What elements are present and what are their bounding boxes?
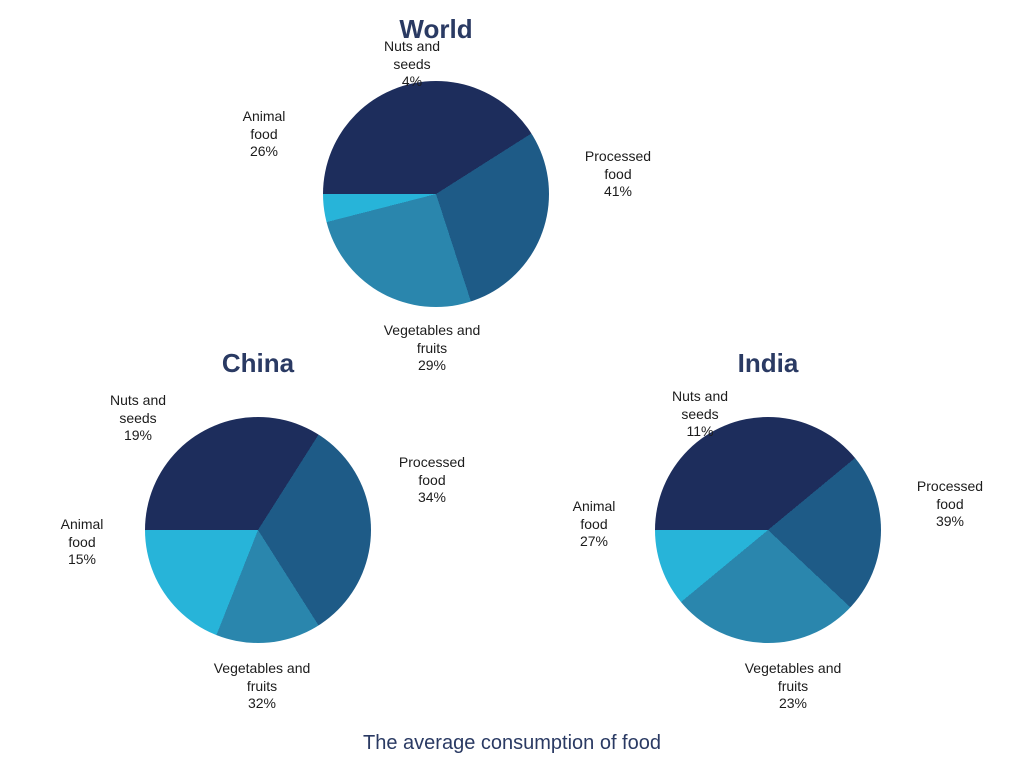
- slice-label: Nuts andseeds11%: [672, 388, 728, 441]
- slice-label: Processedfood41%: [585, 148, 651, 201]
- slice-name: Nuts andseeds: [384, 38, 440, 72]
- slice-label: Animalfood27%: [573, 498, 616, 551]
- slice-value: 26%: [250, 143, 278, 159]
- slice-name: Vegetables andfruits: [384, 322, 481, 356]
- slice-name: Animalfood: [573, 498, 616, 532]
- pie-india: [655, 417, 881, 643]
- pie-world: [323, 81, 549, 307]
- slice-name: Animalfood: [61, 516, 104, 550]
- slice-label: Nuts andseeds19%: [110, 392, 166, 445]
- slice-value: 32%: [248, 695, 276, 711]
- slice-label: Animalfood26%: [243, 108, 286, 161]
- chart-title-china: China: [222, 348, 294, 379]
- caption: The average consumption of food: [0, 732, 1024, 755]
- slice-label: Vegetables andfruits23%: [745, 660, 842, 713]
- slice-value: 11%: [687, 423, 714, 439]
- slice-label: Vegetables andfruits29%: [384, 322, 481, 375]
- chart-stage: World Processedfood41% Vegetables andfru…: [0, 0, 1024, 768]
- slice-name: Processedfood: [585, 148, 651, 182]
- slice-value: 15%: [68, 551, 96, 567]
- slice-value: 41%: [604, 183, 632, 199]
- chart-title-india: India: [738, 348, 799, 379]
- slice-value: 4%: [402, 73, 422, 89]
- slice-name: Vegetables andfruits: [745, 660, 842, 694]
- slice-name: Nuts andseeds: [672, 388, 728, 422]
- slice-label: Processedfood34%: [399, 454, 465, 507]
- pie-china: [145, 417, 371, 643]
- slice-value: 27%: [580, 533, 608, 549]
- slice-name: Processedfood: [399, 454, 465, 488]
- slice-name: Animalfood: [243, 108, 286, 142]
- slice-value: 23%: [779, 695, 807, 711]
- slice-label: Processedfood39%: [917, 478, 983, 531]
- slice-name: Vegetables andfruits: [214, 660, 311, 694]
- slice-name: Nuts andseeds: [110, 392, 166, 426]
- slice-name: Processedfood: [917, 478, 983, 512]
- slice-value: 29%: [418, 357, 446, 373]
- slice-label: Animalfood15%: [61, 516, 104, 569]
- slice-value: 39%: [936, 513, 964, 529]
- slice-value: 34%: [418, 489, 446, 505]
- slice-value: 19%: [124, 427, 152, 443]
- slice-label: Vegetables andfruits32%: [214, 660, 311, 713]
- slice-label: Nuts andseeds4%: [384, 38, 440, 91]
